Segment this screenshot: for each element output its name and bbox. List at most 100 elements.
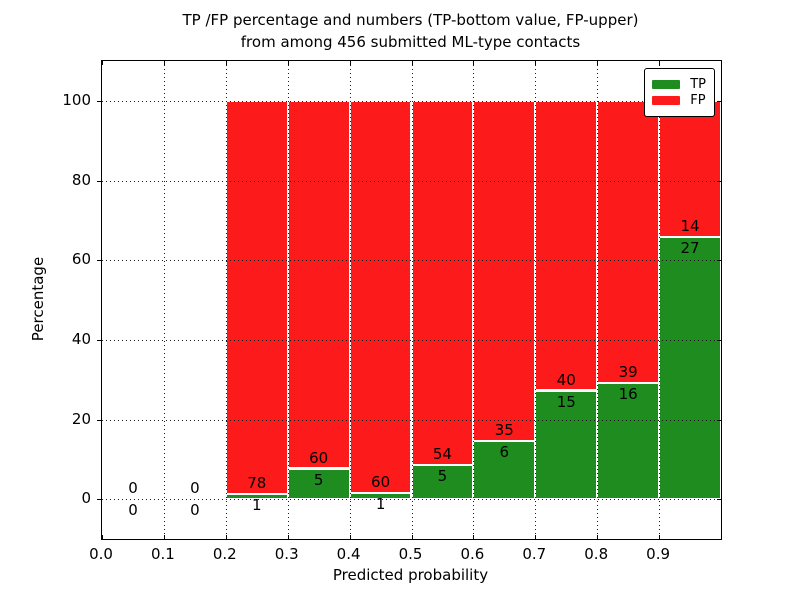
- tp-count-label: 27: [680, 238, 700, 257]
- x-tick-mark: [225, 535, 227, 539]
- fp-count-label: 40: [556, 370, 576, 389]
- x-tick-mark: [102, 535, 103, 539]
- legend-label: FP: [690, 93, 706, 108]
- x-tick-mark-top: [287, 61, 289, 65]
- legend-swatch-fp-icon: [652, 96, 681, 105]
- x-tick-mark-top: [597, 61, 599, 65]
- x-tick-mark-top: [535, 61, 537, 65]
- y-tick-mark-right: [717, 180, 721, 182]
- x-tick-label: 0.2: [212, 545, 237, 563]
- x-tick-mark: [287, 535, 289, 539]
- x-tick-mark-top: [102, 61, 103, 65]
- y-tick-label: 60: [71, 250, 91, 269]
- legend-label: TP: [690, 77, 706, 92]
- tp-count-label: 1: [252, 496, 262, 515]
- v-gridline: [287, 61, 289, 539]
- bar-segment-fp: [349, 100, 412, 493]
- v-gridline: [473, 61, 475, 539]
- x-tick-label: 0.9: [646, 545, 671, 563]
- y-tick-mark: [97, 180, 102, 182]
- bar-segment-tp: [597, 383, 660, 500]
- bar-segment-fp: [535, 100, 598, 391]
- x-tick-label: 0.5: [398, 545, 423, 563]
- x-tick-label: 0.8: [584, 545, 609, 563]
- fp-count-label: 35: [494, 420, 514, 439]
- fp-count-label: 39: [618, 363, 638, 382]
- y-tick-mark: [97, 100, 102, 102]
- v-gridline: [163, 61, 165, 539]
- bar-segment-fp: [287, 100, 350, 469]
- bar-segment-tp: [659, 236, 721, 500]
- y-tick-label: 80: [71, 170, 91, 189]
- tp-count-label: 16: [618, 385, 638, 404]
- fp-count-label: 0: [128, 479, 138, 498]
- tp-count-label: 5: [313, 470, 324, 489]
- x-tick-label: 0.1: [150, 545, 175, 563]
- x-tick-mark-top: [473, 61, 475, 65]
- bar-segment-fp: [411, 100, 474, 466]
- x-tick-label: 0.3: [274, 545, 299, 563]
- tp-count-label: 5: [437, 467, 448, 486]
- legend-swatch-tp-icon: [652, 80, 681, 89]
- x-tick-mark: [535, 535, 537, 539]
- v-gridline: [349, 61, 351, 539]
- y-tick-mark-right: [717, 100, 721, 102]
- chart-title: TP /FP percentage and numbers (TP-bottom…: [101, 9, 720, 53]
- bar-segment-tp: [535, 390, 598, 500]
- chart-title-line2: from among 456 submitted ML-type contact…: [240, 33, 581, 51]
- v-gridline: [411, 61, 413, 539]
- tp-count-label: 15: [556, 392, 576, 411]
- x-tick-label: 0.6: [460, 545, 485, 563]
- bar-segment-fp: [473, 100, 536, 441]
- v-gridline: [225, 61, 227, 539]
- tp-count-label: 1: [375, 494, 386, 513]
- y-tick-label: 20: [71, 409, 91, 428]
- y-tick-mark-right: [717, 499, 721, 501]
- plot-area: 0 0 0 0 78 1 60 5 60 1 54 5 35 6 40 15 39 16 14 27 TP FP: [97, 60, 722, 540]
- x-tick-mark-top: [659, 61, 661, 65]
- fp-count-label: 60: [371, 472, 391, 491]
- y-tick-mark: [97, 499, 102, 501]
- v-gridline: [597, 61, 599, 539]
- x-tick-mark: [411, 535, 413, 539]
- y-tick-mark-right: [717, 419, 721, 421]
- x-tick-mark: [597, 535, 599, 539]
- y-tick-mark: [97, 419, 102, 421]
- x-tick-mark-top: [411, 61, 413, 65]
- y-tick-label: 40: [71, 329, 91, 348]
- x-tick-mark-top: [349, 61, 351, 65]
- fp-count-label: 14: [680, 216, 700, 235]
- x-tick-label: 0.4: [336, 545, 361, 563]
- x-tick-label: 0.7: [522, 545, 547, 563]
- bar-segment-fp: [659, 100, 721, 237]
- y-tick-mark: [97, 339, 102, 341]
- y-tick-mark-right: [717, 260, 721, 262]
- legend-item: TP: [652, 78, 706, 91]
- v-gridline: [659, 61, 661, 539]
- legend-item: FP: [652, 94, 706, 107]
- tp-count-label: 0: [128, 501, 138, 520]
- chart-title-line1: TP /FP percentage and numbers (TP-bottom…: [182, 11, 639, 29]
- x-tick-mark: [163, 535, 165, 539]
- legend-box: TP FP: [644, 68, 715, 117]
- fp-count-label: 54: [432, 445, 452, 464]
- y-tick-mark: [97, 260, 102, 262]
- tp-count-label: 0: [190, 501, 200, 520]
- bar-segment-fp: [597, 100, 660, 384]
- x-tick-label: 0.0: [89, 545, 113, 563]
- x-tick-mark-top: [225, 61, 227, 65]
- fp-count-label: 78: [247, 474, 267, 493]
- y-tick-label: 100: [62, 90, 91, 109]
- x-tick-mark-top: [163, 61, 165, 65]
- x-tick-mark: [659, 535, 661, 539]
- x-tick-mark: [349, 535, 351, 539]
- x-tick-mark: [473, 535, 475, 539]
- v-gridline: [535, 61, 537, 539]
- fp-count-label: 0: [190, 479, 200, 498]
- x-axis-label: Predicted probability: [332, 566, 489, 584]
- bar-segment-fp: [225, 100, 288, 495]
- y-axis-label: Percentage: [29, 256, 47, 342]
- tp-count-label: 6: [499, 442, 510, 461]
- y-tick-mark-right: [717, 339, 721, 341]
